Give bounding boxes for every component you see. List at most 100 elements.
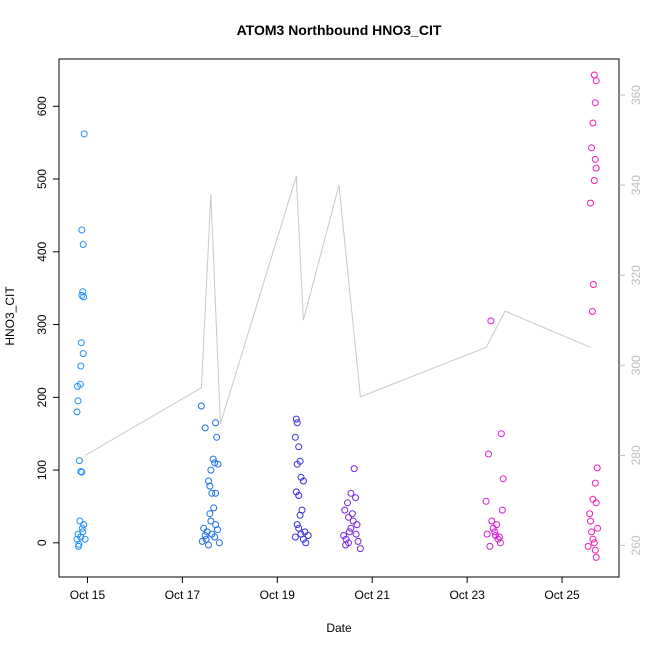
data-point-series-1: [75, 457, 83, 465]
data-point-series-6: [587, 517, 594, 525]
data-point-series-5: [493, 521, 501, 529]
data-point-series-3: [291, 533, 299, 541]
data-point-series-3: [292, 488, 300, 496]
data-point-series-5: [486, 542, 494, 550]
data-point-series-4: [345, 513, 352, 521]
data-point-series-1: [73, 408, 81, 416]
y2-tick-label: 260: [629, 535, 643, 555]
data-point-series-5: [495, 533, 503, 541]
data-point-series-6: [592, 77, 600, 85]
data-point-series-2: [214, 526, 221, 534]
data-point-series-1: [77, 468, 85, 475]
data-point-series-4: [352, 494, 360, 502]
data-point-series-6: [588, 308, 596, 315]
data-point-series-2: [205, 541, 212, 549]
x-tick-label: Oct 15: [70, 588, 106, 602]
data-point-series-1: [78, 524, 86, 532]
data-point-series-5: [489, 524, 497, 532]
data-point-series-6: [588, 528, 595, 536]
data-point-series-2: [206, 510, 214, 518]
y-tick-label: 100: [35, 460, 49, 480]
data-point-series-4: [341, 506, 349, 514]
data-point-series-1: [80, 293, 88, 301]
y2-tick-label: 320: [629, 265, 643, 285]
data-point-series-6: [591, 99, 599, 107]
data-point-series-1: [80, 130, 88, 138]
data-point-series-6: [586, 510, 594, 518]
data-point-series-1: [80, 521, 88, 529]
data-point-series-1: [77, 339, 85, 347]
data-point-series-2: [205, 477, 212, 485]
data-point-series-5: [487, 317, 495, 325]
data-point-series-1: [78, 291, 86, 299]
data-point-series-6: [587, 199, 594, 207]
data-point-series-2: [212, 419, 220, 427]
data-point-series-6: [592, 553, 600, 561]
data-point-series-1: [76, 517, 84, 525]
data-point-series-2: [206, 482, 214, 490]
data-point-series-2: [211, 533, 219, 541]
data-point-series-6: [591, 155, 599, 163]
y2-tick-label: 280: [629, 445, 643, 465]
data-point-series-6: [592, 499, 600, 507]
data-point-series-6: [594, 524, 602, 532]
data-point-series-6: [590, 539, 598, 547]
data-point-series-6: [590, 71, 598, 79]
data-point-series-2: [214, 460, 222, 468]
data-point-series-4: [342, 541, 350, 549]
data-point-series-2: [207, 517, 215, 525]
data-point-series-4: [345, 528, 353, 536]
y-tick-label: 200: [35, 387, 49, 407]
data-point-series-6: [590, 177, 598, 184]
data-point-series-5: [485, 450, 492, 458]
data-point-series-2: [213, 433, 221, 441]
data-point-series-3: [292, 415, 300, 423]
data-point-series-2: [212, 489, 220, 497]
data-point-series-2: [200, 524, 208, 532]
data-point-series-1: [81, 535, 89, 543]
data-point-series-6: [588, 144, 595, 152]
y2-tick-label: 300: [629, 355, 643, 375]
data-point-series-3: [299, 477, 307, 485]
data-point-series-3: [293, 521, 301, 529]
data-point-series-3: [304, 532, 312, 539]
x-tick-label: Oct 19: [260, 588, 296, 602]
data-point-series-1: [79, 288, 87, 296]
data-point-series-2: [202, 535, 210, 543]
data-point-series-2: [198, 537, 206, 545]
data-point-series-1: [79, 528, 87, 536]
data-point-series-3: [293, 460, 301, 468]
data-point-series-2: [201, 424, 209, 432]
data-point-series-5: [497, 430, 505, 438]
data-point-series-1: [78, 226, 86, 234]
data-point-series-6: [591, 546, 599, 554]
x-axis-label: Date: [326, 621, 352, 635]
plot-area: [73, 71, 602, 561]
y-tick-label: 400: [35, 241, 49, 261]
data-point-series-2: [215, 539, 223, 547]
data-point-series-6: [589, 119, 597, 127]
y-tick-label: 500: [35, 169, 49, 189]
data-point-series-3: [295, 524, 303, 532]
data-point-series-1: [75, 542, 82, 550]
x-tick-label: Oct 25: [544, 588, 580, 602]
data-point-series-6: [589, 495, 597, 503]
data-point-series-1: [76, 380, 84, 388]
y2-tick-label: 360: [629, 85, 643, 105]
x-tick-label: Oct 23: [449, 588, 485, 602]
data-point-series-1: [79, 350, 87, 358]
plot-frame: [58, 58, 620, 578]
data-point-series-1: [74, 397, 82, 405]
data-point-series-2: [211, 459, 219, 467]
data-point-series-5: [498, 506, 506, 514]
data-point-series-4: [344, 499, 351, 507]
data-point-series-1: [79, 241, 87, 248]
data-point-series-5: [483, 530, 491, 538]
data-point-series-4: [347, 489, 355, 497]
data-point-series-5: [492, 532, 500, 539]
data-point-series-2: [197, 402, 205, 410]
x-tick-label: Oct 17: [165, 588, 201, 602]
data-point-series-3: [293, 419, 301, 427]
data-point-series-4: [347, 524, 355, 532]
data-point-series-3: [299, 535, 307, 543]
